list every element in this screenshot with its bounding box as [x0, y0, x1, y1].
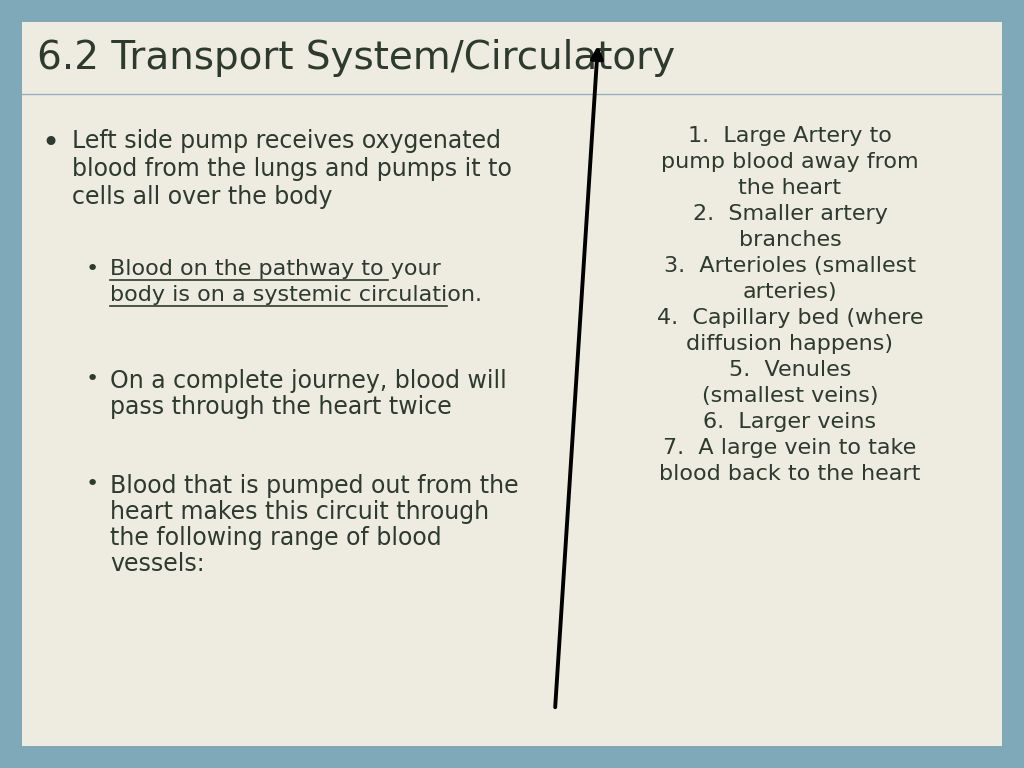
Text: •: • [85, 259, 98, 279]
Text: •: • [85, 474, 98, 494]
Text: •: • [85, 369, 98, 389]
Text: (smallest veins): (smallest veins) [701, 386, 879, 406]
Text: •: • [41, 129, 59, 158]
Text: Blood on the pathway to your: Blood on the pathway to your [110, 259, 441, 279]
Text: 3.  Arterioles (smallest: 3. Arterioles (smallest [664, 256, 916, 276]
Text: On a complete journey, blood will: On a complete journey, blood will [110, 369, 507, 393]
Text: body is on a systemic circulation.: body is on a systemic circulation. [110, 285, 482, 305]
Text: arteries): arteries) [742, 282, 838, 302]
Text: the heart: the heart [738, 178, 842, 198]
Text: pump blood away from: pump blood away from [662, 152, 919, 172]
Text: heart makes this circuit through: heart makes this circuit through [110, 500, 489, 524]
Text: Left side pump receives oxygenated: Left side pump receives oxygenated [72, 129, 501, 153]
Text: 2.  Smaller artery: 2. Smaller artery [692, 204, 888, 224]
Text: 5.  Venules: 5. Venules [729, 360, 851, 380]
Text: cells all over the body: cells all over the body [72, 185, 333, 209]
Text: Blood that is pumped out from the: Blood that is pumped out from the [110, 474, 518, 498]
Text: 6.2 Transport System/Circulatory: 6.2 Transport System/Circulatory [37, 39, 675, 77]
Text: pass through the heart twice: pass through the heart twice [110, 395, 452, 419]
Text: 6.  Larger veins: 6. Larger veins [703, 412, 877, 432]
Text: blood back to the heart: blood back to the heart [659, 464, 921, 484]
Text: diffusion happens): diffusion happens) [686, 334, 894, 354]
Text: 1.  Large Artery to: 1. Large Artery to [688, 126, 892, 146]
Text: blood from the lungs and pumps it to: blood from the lungs and pumps it to [72, 157, 512, 181]
Text: branches: branches [738, 230, 842, 250]
Bar [22, 22, 1002, 94]
Text: the following range of blood: the following range of blood [110, 526, 441, 550]
Text: 4.  Capillary bed (where: 4. Capillary bed (where [656, 308, 924, 328]
Text: vessels:: vessels: [110, 552, 205, 576]
Text: 7.  A large vein to take: 7. A large vein to take [664, 438, 916, 458]
